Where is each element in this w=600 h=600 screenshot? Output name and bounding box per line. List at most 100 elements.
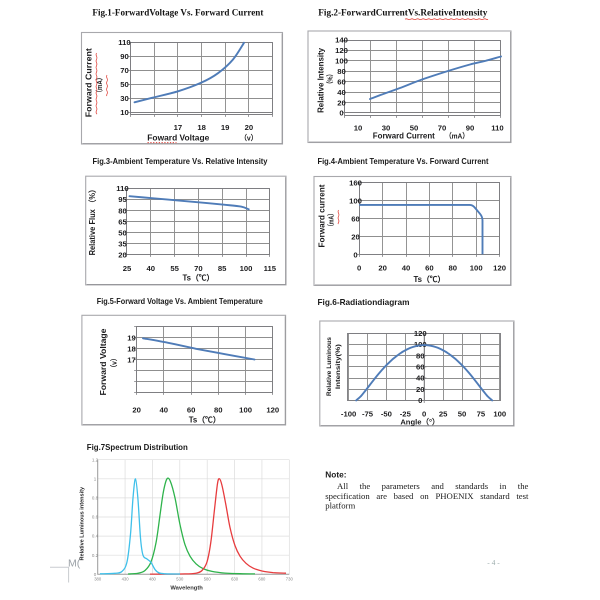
svg-text:Intensity(%): Intensity(%) <box>335 344 342 389</box>
svg-text:680: 680 <box>258 577 266 582</box>
svg-text:60: 60 <box>351 214 360 223</box>
svg-text:100: 100 <box>239 406 252 415</box>
svg-text:35: 35 <box>118 239 127 248</box>
svg-text:30: 30 <box>120 94 129 103</box>
svg-text:（mA）: （mA） <box>445 132 469 141</box>
svg-text:100: 100 <box>349 197 362 206</box>
svg-text:40: 40 <box>337 88 346 97</box>
svg-text:Relative Luminous intensity: Relative Luminous intensity <box>79 486 85 560</box>
svg-text:19: 19 <box>221 123 230 132</box>
svg-text:100: 100 <box>493 410 506 419</box>
svg-text:0.2: 0.2 <box>92 553 99 558</box>
svg-text:70: 70 <box>120 66 129 75</box>
svg-text:80: 80 <box>337 67 346 76</box>
svg-text:-25: -25 <box>400 410 412 419</box>
svg-text:430: 430 <box>122 577 130 582</box>
svg-text:40: 40 <box>160 406 169 415</box>
svg-text:20: 20 <box>351 232 360 241</box>
svg-text:100: 100 <box>335 57 348 66</box>
svg-text:20: 20 <box>132 406 141 415</box>
svg-text:（mA）: （mA） <box>326 211 335 230</box>
svg-text:on: on <box>420 491 429 501</box>
svg-text:test: test <box>516 491 529 501</box>
svg-text:10: 10 <box>354 124 363 133</box>
svg-text:80: 80 <box>416 351 425 360</box>
svg-text:PHOENIX: PHOENIX <box>435 491 474 501</box>
svg-text:in: in <box>500 481 507 491</box>
svg-text:60: 60 <box>416 363 425 372</box>
svg-text:Fig.3-Ambient Temperature Vs.: Fig.3-Ambient Temperature Vs. Relative I… <box>93 156 268 166</box>
svg-text:120: 120 <box>414 329 427 338</box>
svg-text:Fig.1-ForwardVoltage Vs. Forwa: Fig.1-ForwardVoltage Vs. Forward Current <box>92 9 264 19</box>
svg-text:630: 630 <box>231 577 239 582</box>
svg-text:-75: -75 <box>362 410 374 419</box>
svg-text:Forward Current: Forward Current <box>373 131 435 141</box>
svg-text:25: 25 <box>123 264 132 273</box>
svg-text:standards: standards <box>455 481 488 491</box>
svg-text:（v）: （v） <box>109 355 118 372</box>
svg-text:480: 480 <box>149 577 157 582</box>
svg-text:（%）: （%） <box>326 71 335 88</box>
svg-text:40: 40 <box>416 374 425 383</box>
svg-text:1: 1 <box>94 476 97 481</box>
svg-text:the: the <box>360 481 371 491</box>
svg-text:580: 580 <box>204 577 212 582</box>
svg-text:specification: specification <box>325 491 370 501</box>
svg-text:Fig.5-Forward Voltage Vs. Ambi: Fig.5-Forward Voltage Vs. Ambient Temper… <box>97 296 263 306</box>
svg-text:20: 20 <box>118 251 127 260</box>
svg-text:90: 90 <box>466 124 475 133</box>
svg-text:25: 25 <box>439 410 448 419</box>
svg-text:0: 0 <box>339 109 343 118</box>
svg-text:110: 110 <box>118 38 130 47</box>
svg-text:Foward Voltage: Foward Voltage <box>147 132 209 142</box>
svg-text:20: 20 <box>245 123 254 132</box>
svg-text:（v）: （v） <box>240 133 258 142</box>
svg-text:115: 115 <box>264 264 277 273</box>
svg-text:17: 17 <box>127 355 136 364</box>
svg-text:（mA）: （mA） <box>95 74 104 96</box>
svg-text:90: 90 <box>120 52 129 61</box>
svg-text:120: 120 <box>493 264 506 273</box>
svg-text:0: 0 <box>357 264 361 273</box>
svg-text:50: 50 <box>120 80 129 89</box>
svg-text:730: 730 <box>286 577 294 582</box>
svg-text:10: 10 <box>120 108 129 117</box>
svg-text:50: 50 <box>458 410 467 419</box>
svg-text:160: 160 <box>349 179 362 188</box>
svg-text:Forward Voltage: Forward Voltage <box>99 328 108 396</box>
svg-text:80: 80 <box>449 264 458 273</box>
svg-text:65: 65 <box>118 217 127 226</box>
svg-text:60: 60 <box>187 406 196 415</box>
svg-text:70: 70 <box>438 124 447 133</box>
svg-text:120: 120 <box>335 46 348 55</box>
svg-text:Forward Current: Forward Current <box>85 48 94 117</box>
svg-text:40: 40 <box>147 264 156 273</box>
svg-text:Fig.2-ForwardCurrentVs.Relativ: Fig.2-ForwardCurrentVs.RelativeIntensity <box>318 9 487 19</box>
svg-text:19: 19 <box>127 333 136 342</box>
svg-text:Ts（℃）: Ts（℃） <box>413 274 445 284</box>
svg-text:0: 0 <box>422 410 426 419</box>
svg-text:1.2: 1.2 <box>92 457 99 462</box>
svg-text:Relative Flux （%）: Relative Flux （%） <box>87 185 97 255</box>
svg-text:the: the <box>518 481 529 491</box>
svg-text:Ts（℃）: Ts（℃） <box>189 415 221 425</box>
svg-text:and: and <box>431 481 444 491</box>
svg-text:60: 60 <box>337 77 346 86</box>
svg-text:Angle（°）: Angle（°） <box>400 417 439 427</box>
svg-text:parameters: parameters <box>382 481 421 491</box>
svg-text:All: All <box>337 481 349 491</box>
svg-text:0: 0 <box>418 396 422 405</box>
svg-text:20: 20 <box>378 264 387 273</box>
svg-text:17: 17 <box>174 123 183 132</box>
svg-text:platform: platform <box>325 501 355 511</box>
svg-text:0.4: 0.4 <box>92 534 99 539</box>
svg-text:380: 380 <box>94 577 102 582</box>
svg-text:100: 100 <box>240 264 253 273</box>
svg-text:Ts（℃）: Ts（℃） <box>182 273 214 283</box>
svg-text:Note:: Note: <box>325 469 346 479</box>
svg-text:50: 50 <box>118 228 127 237</box>
svg-text:Wavelength: Wavelength <box>170 586 203 592</box>
svg-text:140: 140 <box>335 36 348 45</box>
svg-text:75: 75 <box>477 410 486 419</box>
svg-text:95: 95 <box>118 195 127 204</box>
